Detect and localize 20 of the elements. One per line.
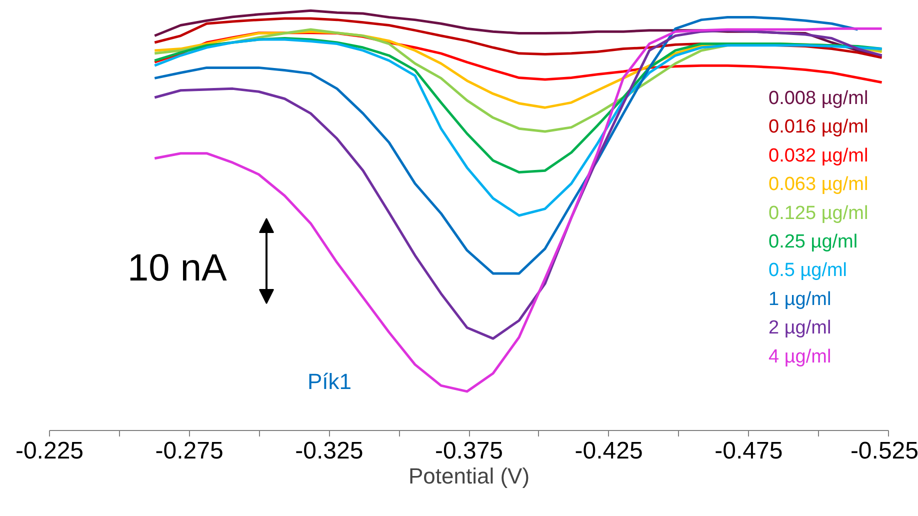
annotation: 10 nA — [128, 248, 228, 290]
x-tick-label: -0.425 — [574, 438, 643, 464]
text: 0.125 µg/ml — [768, 202, 868, 224]
text: 1 µg/ml — [768, 288, 832, 310]
x-tick-label: -0.475 — [714, 438, 783, 464]
x-tick-label: -0.225 — [15, 438, 84, 464]
text: 2 µg/ml — [768, 318, 832, 339]
x-tick-label: -0.275 — [155, 438, 224, 464]
text: 0.25 µg/ml — [768, 232, 858, 252]
text: 4 µg/ml — [768, 346, 832, 368]
text: 0.016 µg/ml — [768, 116, 868, 138]
annotation: Pík1 — [308, 369, 352, 394]
text: 0.063 µg/ml — [768, 174, 868, 196]
x-tick-label: -0.525 — [850, 438, 918, 464]
text: 0.5 µg/ml — [768, 260, 848, 282]
text: 0.032 µg/ml — [768, 145, 868, 166]
series-label: 0.008 µg/ml — [768, 88, 868, 109]
x-tick-label: -0.375 — [434, 438, 504, 464]
x-tick-label: -0.325 — [295, 438, 364, 464]
x-axis-title: Potential (V) — [408, 464, 530, 488]
